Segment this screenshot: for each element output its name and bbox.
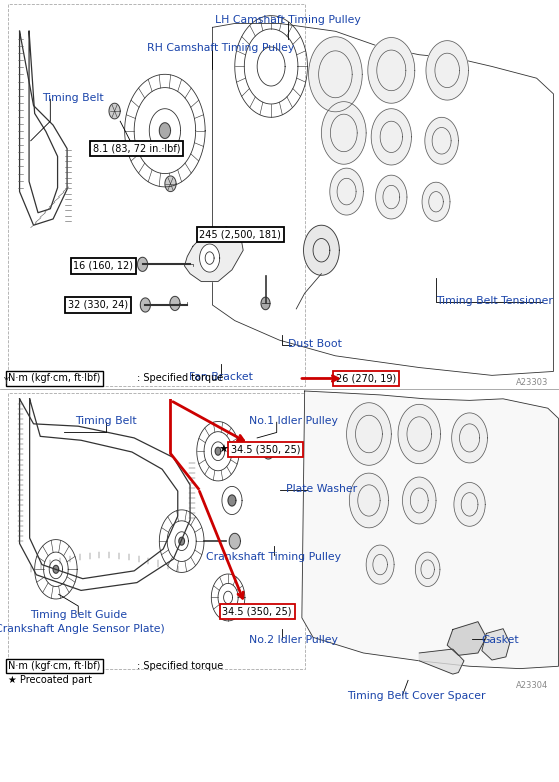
Polygon shape (179, 537, 184, 545)
Text: Timing Belt Guide: Timing Belt Guide (30, 611, 127, 620)
Text: Fan Bracket: Fan Bracket (189, 372, 253, 382)
Polygon shape (447, 622, 486, 655)
Polygon shape (109, 103, 120, 119)
Polygon shape (229, 533, 240, 549)
Polygon shape (309, 37, 362, 112)
Polygon shape (426, 41, 468, 100)
Polygon shape (215, 447, 221, 455)
Text: Dust Boot: Dust Boot (288, 339, 342, 349)
Text: No.1 Idler Pulley: No.1 Idler Pulley (249, 416, 338, 425)
Text: Gasket: Gasket (481, 635, 519, 644)
Polygon shape (376, 175, 407, 219)
Text: 26 (270, 19): 26 (270, 19) (336, 374, 396, 383)
Polygon shape (366, 545, 394, 584)
Polygon shape (402, 477, 436, 524)
Polygon shape (184, 227, 243, 282)
Text: Timing Belt: Timing Belt (42, 93, 103, 102)
Text: ★: ★ (219, 445, 229, 454)
Polygon shape (398, 404, 440, 464)
Text: : Specified torque: : Specified torque (137, 374, 223, 383)
Text: : Specified torque: : Specified torque (137, 662, 223, 671)
Polygon shape (415, 552, 440, 586)
Text: 245 (2,500, 181): 245 (2,500, 181) (200, 230, 281, 239)
Polygon shape (165, 176, 176, 192)
Polygon shape (452, 413, 487, 463)
Text: N·m (kgf·cm, ft·lbf): N·m (kgf·cm, ft·lbf) (8, 662, 101, 671)
Text: 16 (160, 12): 16 (160, 12) (73, 261, 134, 271)
Polygon shape (347, 403, 391, 465)
Text: Timing Belt Cover Spacer: Timing Belt Cover Spacer (347, 691, 486, 701)
Polygon shape (261, 297, 270, 310)
Polygon shape (228, 495, 236, 506)
Polygon shape (140, 298, 150, 312)
Polygon shape (454, 482, 485, 526)
Text: N·m (kgf·cm, ft·lbf): N·m (kgf·cm, ft·lbf) (8, 374, 101, 383)
Text: A23304: A23304 (515, 680, 548, 690)
Text: (Crankshaft Angle Sensor Plate): (Crankshaft Angle Sensor Plate) (0, 624, 165, 633)
Polygon shape (368, 38, 415, 103)
Text: 8.1 (83, 72 in.·lbf): 8.1 (83, 72 in.·lbf) (93, 144, 181, 153)
Polygon shape (419, 649, 464, 674)
Text: 34.5 (350, 25): 34.5 (350, 25) (222, 607, 292, 616)
Bar (8, 393, 305, 669)
Polygon shape (200, 244, 220, 272)
Text: No.2 Idler Pulley: No.2 Idler Pulley (249, 635, 338, 644)
Text: Crankshaft Timing Pulley: Crankshaft Timing Pulley (206, 552, 342, 561)
Polygon shape (159, 123, 170, 138)
Polygon shape (302, 391, 558, 669)
Polygon shape (170, 296, 180, 310)
Text: A23303: A23303 (515, 378, 548, 387)
Text: 34.5 (350, 25): 34.5 (350, 25) (231, 445, 300, 454)
Polygon shape (422, 182, 450, 221)
Polygon shape (482, 629, 510, 660)
Text: Timing Belt Tensioner: Timing Belt Tensioner (437, 296, 553, 306)
Text: Timing Belt: Timing Belt (75, 416, 137, 425)
Polygon shape (349, 473, 389, 528)
Text: RH Camshaft Timing Pulley: RH Camshaft Timing Pulley (147, 44, 295, 53)
Text: LH Camshaft Timing Pulley: LH Camshaft Timing Pulley (215, 16, 361, 25)
Bar (8, 4, 305, 386)
Polygon shape (138, 257, 148, 271)
Polygon shape (321, 102, 366, 164)
Text: ★ Precoated part: ★ Precoated part (8, 675, 92, 684)
Text: Y: Y (3, 377, 8, 386)
Polygon shape (425, 117, 458, 164)
Text: 32 (330, 24): 32 (330, 24) (68, 300, 128, 310)
Polygon shape (371, 109, 411, 165)
Polygon shape (53, 565, 59, 573)
Polygon shape (263, 443, 274, 459)
Text: Plate Washer: Plate Washer (286, 484, 357, 493)
Polygon shape (330, 168, 363, 215)
Polygon shape (304, 225, 339, 275)
